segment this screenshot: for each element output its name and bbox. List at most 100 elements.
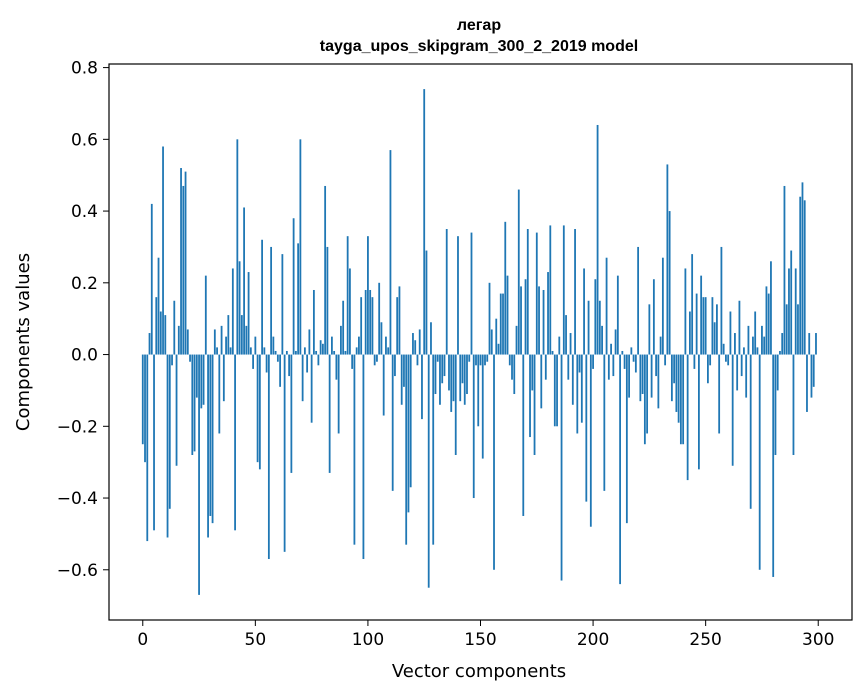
bar-103 bbox=[373, 354, 376, 366]
bar-231 bbox=[661, 257, 664, 355]
bar-131 bbox=[436, 354, 439, 362]
x-tick-label: 150 bbox=[464, 630, 496, 650]
bar-162 bbox=[506, 275, 509, 355]
bar-102 bbox=[371, 297, 374, 355]
bar-20 bbox=[186, 329, 189, 355]
bar-1 bbox=[144, 354, 146, 463]
x-axis-ticks: 0 50 100 150 200 250 300 bbox=[137, 620, 834, 650]
bar-112 bbox=[394, 354, 396, 377]
bar-16 bbox=[177, 325, 180, 355]
bar-33 bbox=[216, 347, 218, 355]
bar-238 bbox=[677, 354, 680, 423]
bar-2 bbox=[146, 354, 149, 542]
bar-15 bbox=[175, 354, 178, 466]
bar-200 bbox=[592, 354, 594, 369]
x-tick-label: 50 bbox=[245, 630, 267, 650]
bar-172 bbox=[529, 354, 531, 438]
bar-107 bbox=[382, 354, 385, 416]
bar-84 bbox=[331, 336, 333, 355]
bar-95 bbox=[355, 347, 358, 355]
bar-266 bbox=[740, 354, 743, 377]
bar-257 bbox=[720, 246, 723, 355]
bar-92 bbox=[349, 268, 351, 355]
bar-93 bbox=[351, 354, 354, 369]
bar-202 bbox=[596, 124, 599, 355]
bar-246 bbox=[695, 293, 698, 355]
bar-291 bbox=[797, 304, 799, 355]
bar-90 bbox=[344, 350, 347, 355]
bar-191 bbox=[571, 354, 574, 405]
bar-72 bbox=[303, 347, 306, 355]
bar-99 bbox=[364, 289, 367, 355]
bar-89 bbox=[342, 300, 345, 355]
bar-154 bbox=[488, 282, 491, 355]
bar-174 bbox=[533, 354, 536, 455]
bar-221 bbox=[639, 354, 642, 402]
bar-85 bbox=[333, 350, 336, 355]
bar-61 bbox=[279, 354, 282, 387]
bar-38 bbox=[227, 315, 230, 355]
bar-56 bbox=[267, 354, 270, 560]
bar-168 bbox=[520, 286, 522, 355]
bar-289 bbox=[792, 354, 795, 455]
bar-164 bbox=[511, 354, 513, 380]
bar-105 bbox=[378, 282, 381, 355]
bar-5 bbox=[153, 354, 155, 531]
bar-260 bbox=[727, 354, 730, 366]
bar-25 bbox=[198, 354, 200, 595]
bar-120 bbox=[412, 333, 414, 355]
bar-244 bbox=[691, 254, 694, 355]
bar-145 bbox=[468, 354, 471, 362]
bar-106 bbox=[380, 322, 383, 355]
bar-299 bbox=[815, 333, 817, 355]
bar-232 bbox=[664, 354, 667, 366]
bar-294 bbox=[803, 200, 806, 355]
bar-240 bbox=[682, 354, 685, 445]
bar-219 bbox=[634, 354, 637, 373]
bar-256 bbox=[718, 354, 721, 434]
bar-49 bbox=[252, 354, 254, 369]
bar-series bbox=[141, 89, 817, 595]
bar-234 bbox=[668, 211, 671, 355]
bar-42 bbox=[236, 139, 239, 355]
bar-129 bbox=[432, 354, 435, 545]
bar-114 bbox=[398, 286, 401, 355]
bar-119 bbox=[409, 354, 412, 488]
bar-12 bbox=[168, 354, 171, 509]
bar-199 bbox=[589, 354, 592, 527]
bar-82 bbox=[326, 246, 329, 355]
bar-135 bbox=[445, 229, 448, 355]
bar-21 bbox=[189, 354, 191, 362]
bar-220 bbox=[637, 246, 640, 355]
bar-39 bbox=[229, 347, 232, 355]
bar-45 bbox=[243, 207, 245, 355]
bar-28 bbox=[204, 275, 207, 355]
bar-293 bbox=[801, 182, 804, 355]
bar-277 bbox=[765, 286, 768, 355]
bar-136 bbox=[448, 354, 450, 391]
bar-212 bbox=[619, 354, 621, 585]
bar-3 bbox=[148, 333, 151, 355]
bar-225 bbox=[648, 304, 651, 355]
bar-158 bbox=[497, 343, 500, 355]
bar-123 bbox=[418, 329, 421, 355]
bar-150 bbox=[479, 354, 482, 366]
bar-269 bbox=[747, 325, 750, 355]
bar-142 bbox=[461, 354, 464, 384]
bar-255 bbox=[716, 304, 718, 355]
bar-251 bbox=[707, 354, 709, 384]
bar-157 bbox=[495, 318, 498, 355]
bar-230 bbox=[659, 336, 662, 355]
y-tick-label: −0.2 bbox=[57, 417, 98, 437]
bar-253 bbox=[711, 297, 714, 355]
bar-11 bbox=[166, 354, 169, 538]
bar-110 bbox=[389, 150, 392, 355]
bar-178 bbox=[542, 289, 545, 355]
bar-203 bbox=[598, 300, 601, 355]
bar-276 bbox=[763, 336, 766, 355]
bar-204 bbox=[601, 325, 603, 355]
y-tick-label: 0.8 bbox=[71, 59, 98, 79]
bar-101 bbox=[369, 289, 372, 355]
bar-224 bbox=[646, 354, 649, 434]
